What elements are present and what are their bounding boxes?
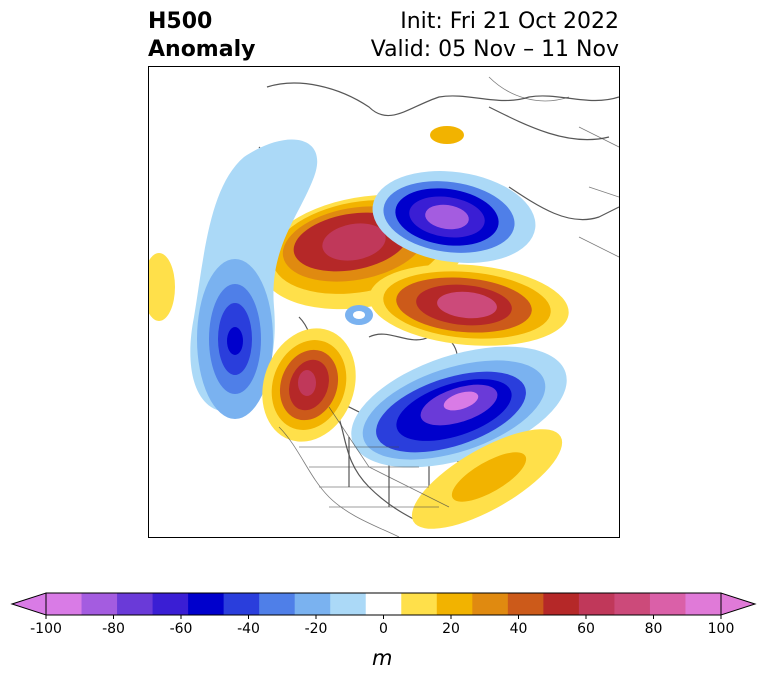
colorbar-cell xyxy=(330,593,367,615)
colorbar-cell xyxy=(259,593,296,615)
title-variable: H500 xyxy=(148,9,213,34)
colorbar-unit: m xyxy=(372,646,393,670)
colorbar-tick-label: -20 xyxy=(305,621,328,637)
colorbar-tick-label: -40 xyxy=(237,621,260,637)
colorbar-extend-low xyxy=(10,592,47,616)
colorbar-cell xyxy=(188,593,225,615)
colorbar-cell xyxy=(614,593,651,615)
colorbar-cell xyxy=(46,593,83,615)
title-type: Anomaly xyxy=(148,37,256,62)
colorbar-cell xyxy=(472,593,509,615)
colorbar-cell xyxy=(365,593,402,615)
colorbar-cell xyxy=(649,593,686,615)
colorbar-tick-label: -100 xyxy=(30,621,62,637)
trough-pacific xyxy=(190,139,318,419)
edge-ridge-left xyxy=(149,253,175,321)
init-date: Init: Fri 21 Oct 2022 xyxy=(400,9,619,34)
colorbar-tick-label: 20 xyxy=(442,621,460,637)
colorbar-cell xyxy=(401,593,438,615)
colorbar: -100 -80 -60 -40 -20 0 20 40 60 80 100 xyxy=(10,592,757,637)
colorbar-cell xyxy=(152,593,189,615)
colorbar-cell xyxy=(578,593,615,615)
colorbar-cell xyxy=(117,593,154,615)
colorbar-tick-label: -60 xyxy=(170,621,193,637)
trough-siberia xyxy=(372,170,536,264)
anomaly-map xyxy=(149,76,619,537)
political-borders xyxy=(278,76,619,537)
map-title-left: H500 Anomaly xyxy=(148,8,255,64)
map-title-right: Init: Fri 21 Oct 2022 Valid: 05 Nov – 11… xyxy=(371,8,619,64)
colorbar-tick-label: -80 xyxy=(102,621,125,637)
small-ridge-north xyxy=(430,126,464,144)
colorbar-cell xyxy=(294,593,331,615)
colorbar-cell xyxy=(81,593,118,615)
valid-range: Valid: 05 Nov – 11 Nov xyxy=(370,37,619,62)
colorbar-cell xyxy=(507,593,544,615)
ridge-western-canada xyxy=(262,328,356,442)
colorbar-cell xyxy=(436,593,473,615)
colorbar-cell xyxy=(223,593,260,615)
map-panel xyxy=(148,66,620,538)
colorbar-tick-label: 60 xyxy=(577,621,595,637)
colorbar-extend-high xyxy=(720,592,757,616)
ridge-atlantic xyxy=(411,429,563,529)
colorbar-tick-label: 80 xyxy=(645,621,663,637)
colorbar-cell xyxy=(543,593,580,615)
ridge-arctic xyxy=(369,264,569,346)
colorbar-cell xyxy=(685,593,722,615)
colorbar-tick-label: 0 xyxy=(379,621,388,637)
colorbar-tick-label: 40 xyxy=(510,621,528,637)
colorbar-tick-label: 100 xyxy=(708,621,735,637)
